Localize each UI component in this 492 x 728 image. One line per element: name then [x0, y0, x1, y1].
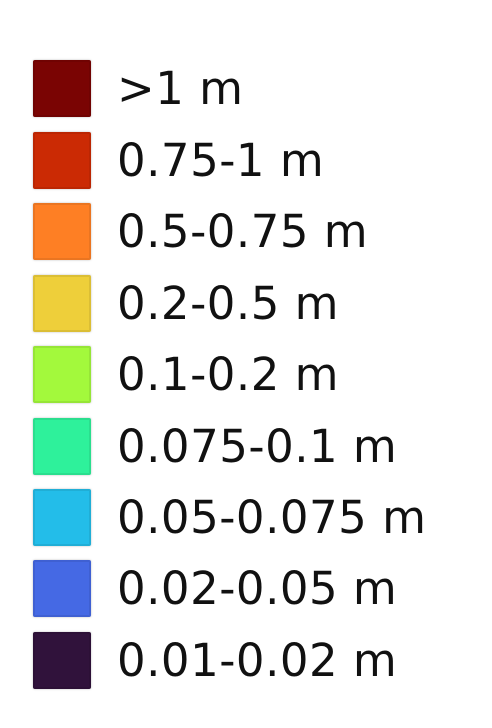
legend-swatch [33, 346, 91, 403]
legend-label: 0.02-0.05 m [117, 557, 397, 621]
legend-item-2: 0.5-0.75 m [0, 200, 492, 264]
legend-swatch [33, 132, 91, 189]
legend-item-1: 0.75-1 m [0, 129, 492, 193]
legend-label: 0.05-0.075 m [117, 486, 426, 550]
legend-item-7: 0.02-0.05 m [0, 557, 492, 621]
legend-label: 0.5-0.75 m [117, 200, 368, 264]
legend-swatch [33, 632, 91, 689]
legend-swatch [33, 275, 91, 332]
legend-label: 0.1-0.2 m [117, 343, 339, 407]
legend-item-6: 0.05-0.075 m [0, 486, 492, 550]
legend-swatch [33, 560, 91, 617]
legend-label: 0.01-0.02 m [117, 629, 397, 693]
legend-item-0: >1 m [0, 57, 492, 121]
legend-label: >1 m [117, 57, 243, 121]
legend-label: 0.2-0.5 m [117, 272, 339, 336]
legend-swatch [33, 203, 91, 260]
legend-item-5: 0.075-0.1 m [0, 415, 492, 479]
legend-label: 0.075-0.1 m [117, 415, 397, 479]
legend-item-3: 0.2-0.5 m [0, 272, 492, 336]
legend-swatch [33, 489, 91, 546]
legend-swatch [33, 418, 91, 475]
legend-item-8: 0.01-0.02 m [0, 629, 492, 693]
legend-swatch [33, 60, 91, 117]
legend-item-4: 0.1-0.2 m [0, 343, 492, 407]
legend-label: 0.75-1 m [117, 129, 324, 193]
